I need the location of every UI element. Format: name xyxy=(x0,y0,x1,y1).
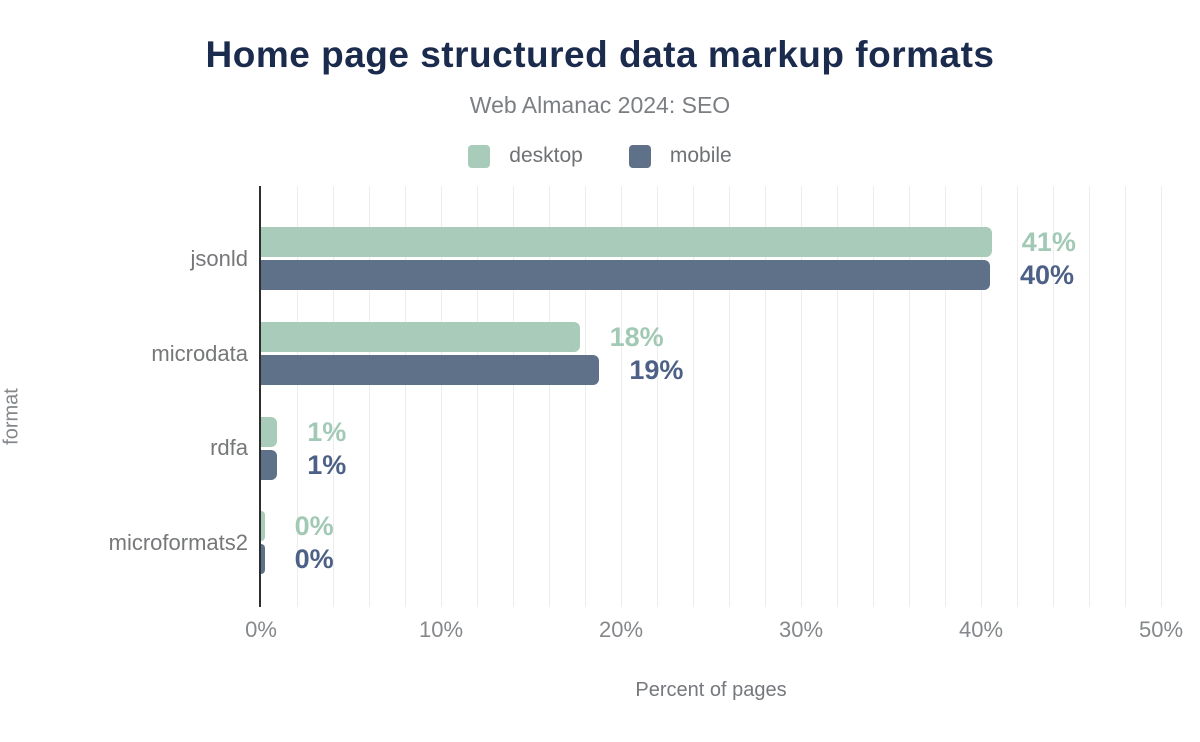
x-tick-10pct: 10% xyxy=(418,617,464,642)
gridline xyxy=(620,186,622,607)
chart-subtitle: Web Almanac 2024: SEO xyxy=(469,92,731,118)
gridline xyxy=(1124,186,1126,607)
legend-item-mobile: mobile xyxy=(628,144,732,168)
gridline xyxy=(332,186,334,607)
legend-label-desktop: desktop xyxy=(509,144,583,167)
value-label-mobile-microdata: 19% xyxy=(629,355,684,385)
legend-item-desktop: desktop xyxy=(468,144,583,168)
y-axis-title: format xyxy=(0,388,23,445)
value-label-mobile-jsonld: 40% xyxy=(1020,260,1075,290)
x-tick-30pct: 30% xyxy=(778,617,824,642)
gridline xyxy=(944,186,946,607)
chart-title: Home page structured data markup formats xyxy=(205,34,995,75)
gridline xyxy=(872,186,874,607)
category-label-microformats2: microformats2 xyxy=(108,529,248,555)
gridline xyxy=(728,186,730,607)
gridline xyxy=(476,186,478,607)
bar-mobile-microformats2 xyxy=(261,544,265,574)
category-label-rdfa: rdfa xyxy=(210,435,248,460)
x-tick-0pct: 0% xyxy=(245,617,277,642)
gridline xyxy=(836,186,838,607)
bar-desktop-jsonld xyxy=(261,227,992,257)
bar-desktop-rdfa xyxy=(261,416,278,447)
gridline xyxy=(512,186,514,607)
gridline xyxy=(1016,186,1018,607)
mobile-swatch-icon xyxy=(628,144,651,168)
gridline xyxy=(1160,186,1162,607)
gridline xyxy=(584,186,586,607)
y-axis-line xyxy=(259,186,261,607)
gridline xyxy=(404,186,406,607)
gridline xyxy=(908,186,910,607)
value-label-mobile-microformats2: 0% xyxy=(294,544,334,574)
gridline xyxy=(440,186,442,607)
gridline xyxy=(1088,186,1090,607)
plot-area xyxy=(259,186,1162,607)
gridline xyxy=(1052,186,1054,607)
gridline xyxy=(764,186,766,607)
desktop-swatch-icon xyxy=(468,144,491,168)
legend: desktop mobile xyxy=(0,144,1200,168)
gridline xyxy=(800,186,802,607)
value-label-desktop-rdfa: 1% xyxy=(307,416,347,447)
category-label-jsonld: jsonld xyxy=(190,245,248,271)
gridline xyxy=(368,186,370,607)
x-axis-title: Percent of pages xyxy=(635,679,787,701)
bar-mobile-jsonld xyxy=(261,260,990,290)
gridline xyxy=(692,186,694,607)
bar-desktop-microformats2 xyxy=(261,511,265,541)
x-tick-50pct: 50% xyxy=(1138,617,1184,642)
gridline xyxy=(980,186,982,607)
gridline xyxy=(296,186,298,607)
bar-mobile-rdfa xyxy=(261,449,278,480)
legend-label-mobile: mobile xyxy=(669,144,732,167)
gridline xyxy=(548,186,550,607)
value-label-desktop-jsonld: 41% xyxy=(1021,227,1076,257)
value-label-mobile-rdfa: 1% xyxy=(307,449,347,480)
value-label-desktop-microdata: 18% xyxy=(609,322,664,352)
bar-mobile-microdata xyxy=(261,355,600,385)
category-label-microdata: microdata xyxy=(151,340,248,366)
value-label-desktop-microformats2: 0% xyxy=(294,511,334,541)
gridline xyxy=(656,186,658,607)
x-tick-20pct: 20% xyxy=(598,617,644,642)
x-tick-40pct: 40% xyxy=(958,617,1004,642)
bar-desktop-microdata xyxy=(261,322,580,352)
